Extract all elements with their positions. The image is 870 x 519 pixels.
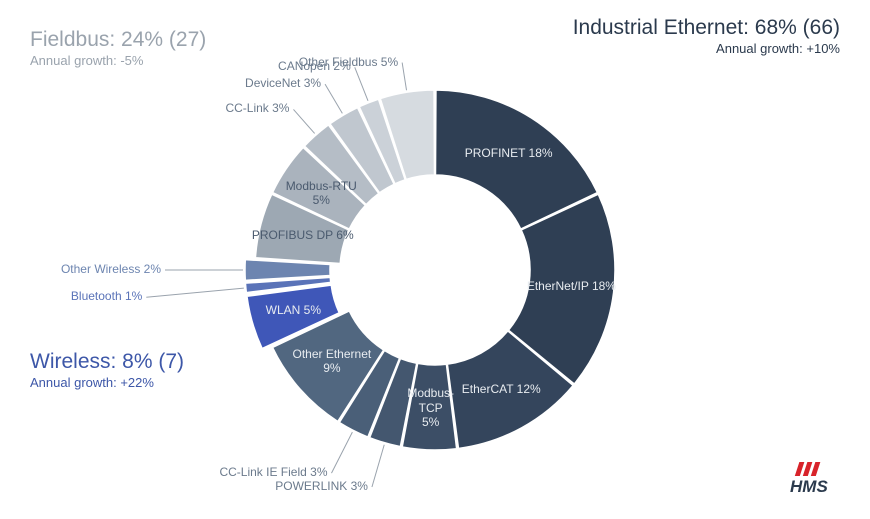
leader-line [325,84,342,113]
slice-label: POWERLINK 3% [275,479,368,493]
category-main: Fieldbus: 24% (27) [30,26,206,53]
category-main: Wireless: 8% (7) [30,348,184,375]
category-title-fieldbus: Fieldbus: 24% (27)Annual growth: -5% [30,26,206,70]
slice-label: EtherNet/IP 18% [521,279,621,293]
slice-label: Bluetooth 1% [71,289,142,303]
category-sub: Annual growth: +10% [573,41,840,58]
slice-label: Other Fieldbus 5% [299,55,398,69]
slice-label: DeviceNet 3% [245,76,321,90]
leader-line [331,432,352,473]
leader-line [402,63,406,91]
category-sub: Annual growth: -5% [30,53,206,70]
category-sub: Annual growth: +22% [30,375,184,392]
slice-label: PROFIBUS DP 6% [252,228,352,242]
leader-line [355,67,368,100]
slice-label: CC-Link IE Field 3% [219,465,327,479]
slice-label: PROFINET 18% [459,146,559,160]
slice-label: Other Wireless 2% [61,262,161,276]
leader-line [293,109,314,133]
slice [245,260,330,281]
leader-line [372,445,384,487]
donut-chart [0,0,870,519]
slice-label: Other Ethernet9% [282,347,382,376]
category-title-wireless: Wireless: 8% (7)Annual growth: +22% [30,348,184,392]
slice-label: WLAN 5% [243,303,343,317]
slice-label: Modbus-TCP5% [381,386,481,429]
slice-label: CC-Link 3% [225,101,289,115]
category-title-ethernet: Industrial Ethernet: 68% (66)Annual grow… [573,14,840,58]
slice-label: Modbus-RTU5% [271,179,371,208]
hms-logo: HMS [782,460,850,501]
category-main: Industrial Ethernet: 68% (66) [573,14,840,41]
logo-text: HMS [790,477,828,496]
leader-line [146,288,244,297]
